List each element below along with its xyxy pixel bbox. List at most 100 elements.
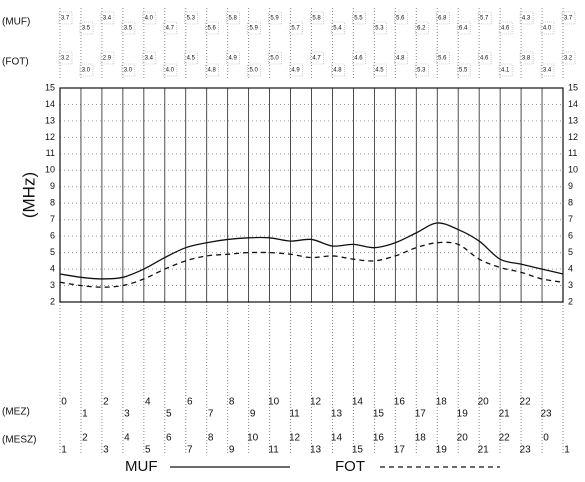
value-box (205, 63, 220, 77)
mesz-label: 11 (268, 445, 279, 456)
mez-label: 4 (145, 397, 151, 408)
mesz-label: 0 (543, 433, 549, 444)
value-box (352, 51, 366, 65)
value-label: 3.2 (61, 56, 70, 62)
value-label: 5.4 (333, 26, 342, 32)
y-tick-label: 4 (568, 263, 573, 273)
y-tick-label: 14 (45, 99, 55, 109)
y-tick-label: 8 (568, 198, 573, 208)
mesz-label: 6 (166, 433, 172, 444)
mesz-label: 3 (103, 445, 109, 456)
value-label: 4.8 (208, 68, 217, 74)
y-tick-label: 8 (50, 198, 55, 208)
value-box (205, 21, 220, 35)
value-box (540, 63, 555, 77)
value-box (268, 11, 282, 25)
value-label: 3.5 (82, 26, 91, 32)
value-box (163, 63, 178, 77)
mesz-label: 14 (331, 433, 343, 444)
value-label: 3.5 (124, 26, 133, 32)
y-tick-label: 10 (45, 165, 55, 175)
mez-label: 11 (289, 409, 300, 420)
mesz-label: 8 (208, 433, 214, 444)
row-label: (FOT) (2, 57, 29, 68)
mez-label: 2 (103, 397, 109, 408)
value-box (163, 21, 178, 35)
value-box (184, 51, 199, 65)
y-tick-label: 5 (568, 247, 573, 257)
value-box (289, 21, 303, 35)
y-axis-label: (MHz) (19, 172, 38, 218)
mez-label: 7 (208, 409, 214, 420)
value-label: 6.4 (459, 26, 468, 32)
mesz-label: 9 (229, 445, 235, 456)
row-label: (MESZ) (2, 435, 36, 446)
series-line (59, 222, 564, 280)
mez-label: 12 (310, 397, 322, 408)
y-tick-label: 13 (568, 115, 578, 125)
mez-label: 14 (352, 397, 364, 408)
value-label: 5.3 (187, 16, 196, 22)
value-box (435, 51, 450, 65)
y-tick-label: 4 (50, 263, 55, 273)
mesz-label: 13 (310, 445, 322, 456)
value-box (289, 63, 303, 77)
value-box (58, 11, 73, 25)
value-box (79, 21, 94, 35)
value-label: 5.9 (249, 26, 258, 32)
y-tick-label: 6 (50, 231, 55, 241)
mesz-label: 7 (187, 445, 193, 456)
mez-label: 19 (457, 409, 469, 420)
row-label: (MUF) (2, 17, 30, 28)
mesz-label: 18 (415, 433, 427, 444)
y-tick-label: 15 (45, 82, 55, 92)
mez-label: 5 (166, 409, 172, 420)
value-box (414, 63, 429, 77)
value-box (477, 51, 492, 65)
value-box (414, 21, 429, 35)
value-label: 4.5 (375, 68, 384, 74)
y-tick-label: 6 (568, 231, 573, 241)
mez-label: 13 (331, 409, 343, 420)
value-label: 4.0 (166, 68, 175, 74)
value-label: 4.9 (228, 56, 237, 62)
y-tick-label: 7 (50, 214, 55, 224)
value-box (121, 21, 136, 35)
y-tick-label: 14 (568, 99, 578, 109)
mez-label: 22 (520, 397, 532, 408)
mez-label: 15 (373, 409, 385, 420)
value-box (331, 63, 345, 77)
mez-label: 16 (394, 397, 406, 408)
y-tick-label: 12 (45, 132, 55, 142)
value-box (561, 51, 576, 65)
y-tick-label: 3 (568, 280, 573, 290)
mesz-label: 17 (394, 445, 406, 456)
mez-label: 0 (61, 397, 67, 408)
value-box (226, 51, 240, 65)
value-label: 5.8 (228, 16, 237, 22)
value-label: 3.4 (103, 16, 112, 22)
mez-label: 3 (124, 409, 130, 420)
value-label: 3.4 (145, 56, 154, 62)
value-box (456, 63, 471, 77)
value-box (373, 63, 387, 77)
value-label: 4.6 (480, 56, 489, 62)
value-label: 4.6 (501, 26, 510, 32)
value-label: 5.6 (438, 56, 447, 62)
value-label: 4.5 (187, 56, 196, 62)
y-tick-label: 15 (568, 82, 578, 92)
value-label: 4.7 (312, 56, 321, 62)
value-box (373, 21, 387, 35)
mesz-label: 4 (124, 433, 130, 444)
value-box (121, 63, 136, 77)
mez-label: 8 (229, 397, 235, 408)
value-box (519, 11, 534, 25)
value-label: 3.8 (522, 56, 531, 62)
value-box (394, 51, 408, 65)
y-tick-label: 2 (50, 296, 55, 306)
value-label: 5.6 (208, 26, 217, 32)
value-label: 4.0 (145, 16, 154, 22)
value-box (226, 11, 240, 25)
row-label: (MEZ) (2, 407, 30, 418)
